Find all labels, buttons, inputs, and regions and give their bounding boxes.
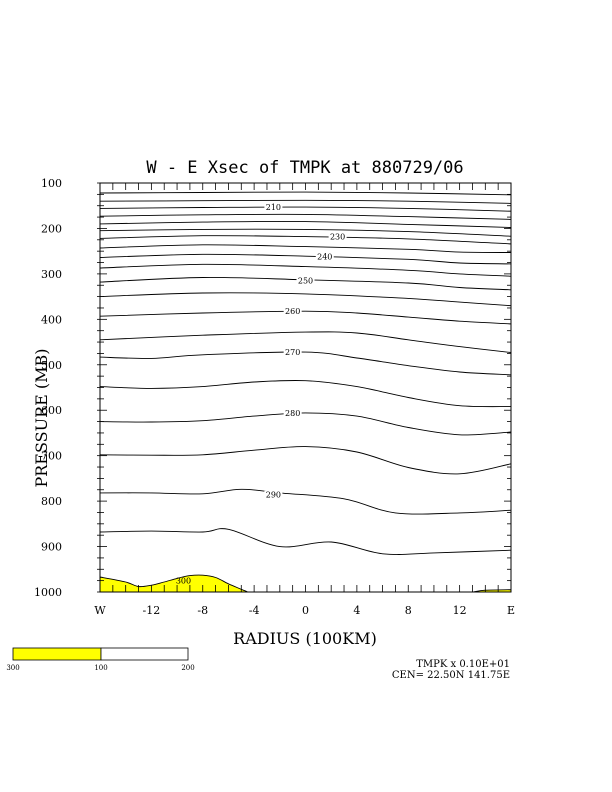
contour-label-270: 270 xyxy=(285,348,300,357)
contour-label-layer: 210 230 240 250 260 270 280 290 300 xyxy=(176,203,347,586)
y-tick-label-layer: 100 200 300 400 500 600 700 800 900 1000 xyxy=(34,177,62,599)
contour-label-240: 240 xyxy=(317,253,332,262)
y-axis-title: PRESSURE (MB) xyxy=(32,348,51,487)
chart-title: W - E Xsec of TMPK at 880729/06 xyxy=(146,158,463,178)
y-tick-label: 800 xyxy=(41,495,62,508)
contour-line-210 xyxy=(99,206,512,212)
contour-label-bg xyxy=(328,232,347,241)
x-tick-label: 0 xyxy=(302,604,309,617)
contour-label-bg xyxy=(283,307,302,316)
y-tick-label: 900 xyxy=(41,541,62,554)
contour-label-300: 300 xyxy=(176,577,191,586)
colorbar-label-right: 200 xyxy=(181,664,194,672)
contour-label-210: 210 xyxy=(266,203,281,212)
y-tick-label: 500 xyxy=(41,359,62,372)
field-scale-note: TMPK x 0.10E+01 xyxy=(416,659,510,670)
contour-line-280 xyxy=(99,412,512,436)
y-tick-label: 600 xyxy=(41,404,62,417)
contour-layer xyxy=(99,191,512,555)
y-tick-label: 400 xyxy=(41,313,62,326)
shaded-region-west xyxy=(99,574,248,593)
contour-line-225 xyxy=(99,228,512,237)
contour-line-235 xyxy=(99,244,512,253)
x-tick-label: W xyxy=(94,604,106,617)
x-tick-label: 4 xyxy=(353,604,360,617)
contour-label-bg xyxy=(264,490,283,499)
contour-line-265 xyxy=(99,331,512,353)
center-location-note: CEN= 22.50N 141.75E xyxy=(392,670,510,681)
x-axis-title: RADIUS (100KM) xyxy=(233,629,377,648)
contour-line-215 xyxy=(99,213,512,220)
contour-line-290 xyxy=(99,488,512,515)
x-tick-label-layer: W -12 -8 -4 0 4 8 12 E xyxy=(94,604,515,617)
contour-label-bg xyxy=(315,252,334,261)
contour-label-260: 260 xyxy=(285,307,300,316)
contour-label-290: 290 xyxy=(266,491,281,500)
contour-line-255 xyxy=(99,292,512,307)
contour-line-200 xyxy=(99,191,512,196)
colorbar-label-left: 300 xyxy=(6,664,19,672)
colorbar-swatch-yellow xyxy=(12,647,102,661)
contour-line-240 xyxy=(99,253,512,265)
tick-layer xyxy=(97,182,512,593)
contour-line-220 xyxy=(99,221,512,228)
y-tick-label: 700 xyxy=(41,450,62,463)
contour-line-295 xyxy=(99,528,512,555)
contour-label-bg xyxy=(264,203,283,212)
colorbar-label-mid: 100 xyxy=(94,664,107,672)
y-tick-label: 300 xyxy=(41,268,62,281)
contour-line-285 xyxy=(99,446,512,475)
x-tick-label: -4 xyxy=(249,604,260,617)
contour-line-245 xyxy=(99,263,512,277)
contour-label-bg xyxy=(283,348,302,357)
contour-line-270 xyxy=(99,351,512,376)
colorbar: 300 100 200 xyxy=(6,647,195,672)
contour-label-bg xyxy=(296,276,315,285)
y-tick-label: 200 xyxy=(41,222,62,235)
shaded-region-layer xyxy=(99,574,512,593)
contour-line-230 xyxy=(99,235,512,245)
colorbar-swatch-white xyxy=(100,647,189,661)
contour-label-230: 230 xyxy=(330,233,345,242)
x-tick-label: E xyxy=(507,604,515,617)
x-tick-label: 8 xyxy=(405,604,412,617)
contour-label-250: 250 xyxy=(298,277,313,286)
contour-label-280: 280 xyxy=(285,409,300,418)
contour-label-bg xyxy=(283,408,302,417)
y-tick-label: 1000 xyxy=(34,586,62,599)
contour-line-275 xyxy=(99,379,512,408)
plot-frame xyxy=(99,182,512,593)
x-tick-label: -12 xyxy=(143,604,161,617)
contour-line-260 xyxy=(99,310,512,325)
contour-line-205 xyxy=(99,199,512,204)
x-tick-label: -8 xyxy=(197,604,208,617)
contour-line-250 xyxy=(99,276,512,291)
y-tick-label: 100 xyxy=(41,177,62,190)
x-tick-label: 12 xyxy=(453,604,467,617)
